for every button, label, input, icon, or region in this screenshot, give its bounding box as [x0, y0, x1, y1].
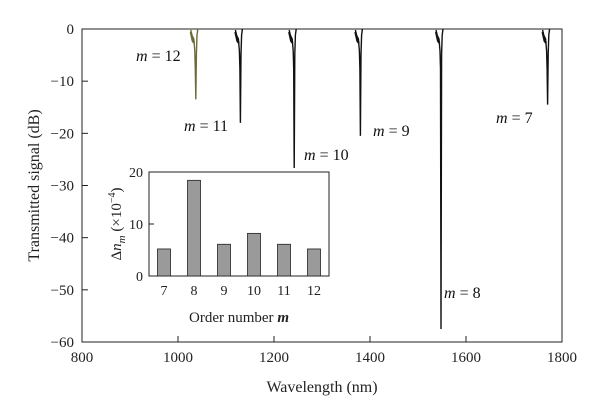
y-axis-label: Transmitted signal (dB) [26, 109, 43, 261]
x-tick-label: 1200 [259, 350, 289, 366]
annotation-m7: m = 7 [496, 110, 533, 127]
dip-m11 [234, 28, 244, 123]
annotation-m9: m = 9 [373, 123, 410, 140]
inset-x-tick-label: 8 [191, 284, 198, 299]
x-tick-label: 1000 [163, 350, 193, 366]
x-tick-label: 800 [71, 350, 94, 366]
annotation-m11: m = 11 [184, 118, 228, 135]
order-annotations: m = 12 m = 11 m = 10 m = 9 m = 8 m = 7 [136, 48, 533, 302]
main-plot: 800 1000 1200 1400 1600 1800 0 −10 −20 −30 −40 −50 −… [26, 22, 577, 396]
inset-background [145, 168, 333, 280]
annotation-m10: m = 10 [304, 147, 349, 164]
inset-y-tick-label: 20 [129, 166, 143, 181]
inset-bar-9 [217, 243, 231, 277]
y-tick-label: −20 [51, 126, 74, 142]
inset-y-tick-label: 0 [136, 270, 143, 285]
dip-m7-shoulder [541, 31, 547, 44]
inset-y-tick-label: 10 [129, 218, 143, 233]
inset-bar-10 [247, 232, 261, 277]
dip-m10 [288, 28, 297, 170]
inset-x-tick-label: 9 [221, 284, 228, 299]
dip-m11-shoulder [234, 31, 240, 44]
inset-bar-7 [157, 248, 171, 277]
y-tick-label: −40 [51, 231, 74, 247]
dip-m8 [435, 28, 444, 330]
inset-y-axis-label: Δnm (×10−4) [107, 188, 128, 261]
x-tick-label: 1800 [547, 350, 577, 366]
inset-x-tick-label: 10 [247, 284, 261, 299]
dip-m9-shoulder [354, 31, 360, 44]
y-tick-label: 0 [67, 22, 75, 38]
dip-m9 [354, 28, 364, 136]
inset-bar-12 [307, 248, 321, 277]
x-tick-label: 1600 [451, 350, 481, 366]
dip-m10-shoulder [288, 31, 294, 44]
inset-x-axis-label: Order number m [189, 310, 289, 326]
x-tick-label: 1400 [355, 350, 385, 366]
y-tick-label: −10 [51, 74, 74, 90]
inset-x-tick-label: 7 [161, 284, 168, 299]
annotation-m8: m = 8 [444, 285, 481, 302]
inset-x-tick-label: 12 [307, 284, 321, 299]
y-tick-label: −30 [51, 179, 74, 195]
y-tick-label: −60 [51, 335, 74, 351]
inset-bar-8 [187, 179, 201, 277]
y-tick-label: −50 [51, 283, 74, 299]
dip-m8-shoulder [434, 31, 441, 44]
dip-series [189, 28, 551, 330]
inset-bar-chart: 7 8 9 10 11 12 0 10 20 Order number m Δnm (×10−4) [107, 166, 333, 326]
annotation-m12: m = 12 [136, 48, 181, 65]
inset-x-tick-label: 11 [277, 284, 290, 299]
inset-bar-11 [277, 243, 291, 277]
x-axis-label: Wavelength (nm) [266, 379, 377, 396]
dip-m12-shoulder [189, 31, 196, 44]
